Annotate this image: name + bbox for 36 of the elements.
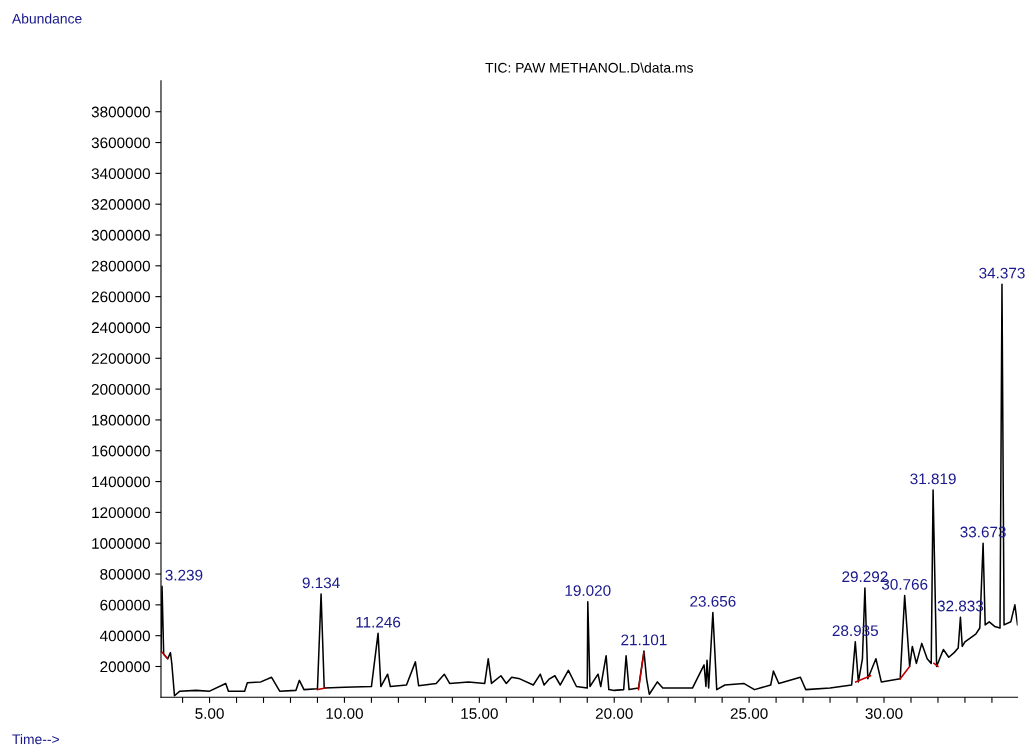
y-tick-label: 200000 — [100, 661, 150, 673]
y-tick-label: 2200000 — [91, 353, 150, 364]
y-tick-label: 2400000 — [91, 322, 150, 334]
annotation: 9.134 — [302, 577, 340, 589]
annotation: 34.373 — [979, 267, 1025, 279]
y-tick-label: 3800000 — [91, 106, 150, 118]
y-tick-label: 400000 — [99, 630, 150, 642]
x-tick-label: 25.00 — [730, 708, 768, 719]
x-tick-label: 20.00 — [595, 708, 633, 719]
y-tick-label: 600000 — [100, 599, 150, 611]
annotation: 3.239 — [165, 569, 203, 581]
y-tick-label: 3200000 — [91, 199, 150, 210]
y-tick-label: 1600000 — [92, 445, 150, 457]
x-tick-label: 30.00 — [865, 708, 903, 719]
annotation: 11.246 — [356, 616, 401, 628]
y-axis-title: Abundance — [11, 13, 82, 24]
y-tick-label: 2600000 — [91, 291, 150, 303]
y-tick-label: 3000000 — [91, 229, 150, 241]
y-tick-label: 3600000 — [91, 137, 150, 149]
y-tick-label: 1800000 — [92, 414, 150, 426]
y-tick-label: 3400000 — [91, 168, 150, 180]
annotation: 21.101 — [621, 634, 667, 646]
x-tick-label: 5.00 — [195, 708, 224, 719]
y-tick-label: 1400000 — [92, 476, 150, 488]
annotation: 31.819 — [910, 473, 956, 485]
y-tick-label: 1200000 — [92, 507, 150, 519]
chart-title: TIC: PAW METHANOL.D\data.ms — [485, 62, 693, 73]
x-tick-label: 10.00 — [326, 708, 363, 719]
y-tick-label: 2000000 — [91, 383, 150, 395]
y-tick-label: 2800000 — [91, 260, 150, 272]
x-tick-label: 15.00 — [461, 708, 498, 719]
x-axis-title: Time--> — [12, 734, 59, 745]
annotation: 23.656 — [690, 595, 736, 607]
y-tick-label: 1000000 — [92, 538, 150, 549]
y-tick-label: 800000 — [100, 568, 150, 580]
annotation: 19.020 — [565, 585, 611, 596]
